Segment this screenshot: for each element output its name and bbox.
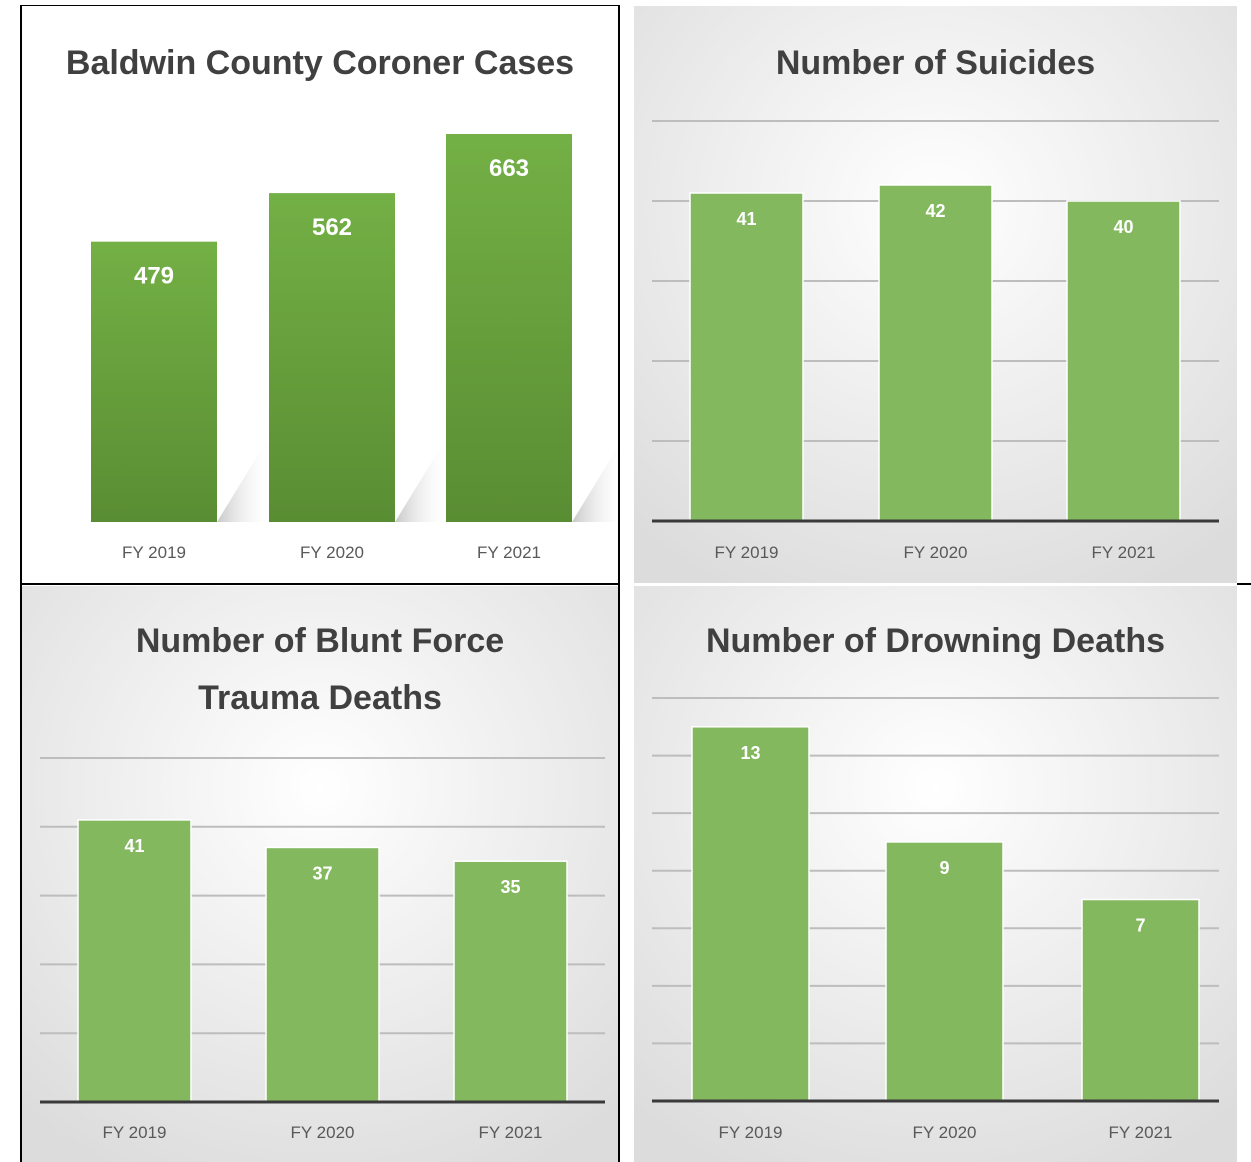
bar-fy-2019 [691, 726, 810, 1102]
bar-shadow [395, 432, 450, 522]
bar-fy-2019 [689, 192, 804, 522]
data-label-fy-2020: 9 [939, 858, 949, 878]
x-tick-label-fy-2021: FY 2021 [1092, 543, 1156, 562]
data-label-fy-2021: 663 [489, 155, 529, 182]
chart-title: Number of Blunt Force [136, 622, 504, 660]
chart-panel-suicides: Number of Suicides 41 FY 2019 42 FY 2020 40 FY… [634, 6, 1237, 583]
table-border-top [20, 5, 620, 6]
x-tick-label-fy-2020: FY 2020 [291, 1123, 355, 1142]
x-tick-label-fy-2021: FY 2021 [479, 1123, 543, 1142]
bar-fy-2019 [91, 241, 217, 522]
bar-shadow [217, 432, 272, 522]
bar-fy-2021 [1066, 200, 1181, 522]
x-tick-label-fy-2021: FY 2021 [1109, 1123, 1173, 1142]
bar-fy-2020 [265, 846, 380, 1103]
bar-shadow [572, 446, 618, 522]
bar-fy-2019 [77, 819, 192, 1103]
table-border-row-right [1237, 583, 1251, 585]
chart-suicides: Number of Suicides 41 FY 2019 42 FY 2020 40 FY… [634, 6, 1237, 583]
x-tick-label-fy-2019: FY 2019 [719, 1123, 783, 1142]
data-label-fy-2021: 35 [500, 877, 520, 897]
x-tick-label-fy-2019: FY 2019 [122, 543, 186, 562]
data-label-fy-2019: 479 [134, 263, 174, 290]
chart-panel-drowning: Number of Drowning Deaths 13 FY 2019 9 FY 20… [634, 586, 1237, 1162]
chart-blunt-force-trauma: Number of Blunt Force Trauma Deaths 41 FY 2… [22, 586, 618, 1162]
bar-fy-2021 [453, 860, 568, 1103]
bar-fy-2021 [1081, 898, 1200, 1102]
chart-title: Baldwin County Coroner Cases [66, 44, 574, 82]
chart-title: Number of Suicides [776, 44, 1095, 82]
x-tick-label-fy-2021: FY 2021 [477, 543, 541, 562]
data-label-fy-2019: 41 [124, 836, 144, 856]
chart-coroner-cases: Baldwin County Coroner Cases 479 FY 2019 56… [22, 6, 618, 583]
data-label-fy-2020: 42 [925, 201, 945, 221]
x-tick-label-fy-2019: FY 2019 [103, 1123, 167, 1142]
bar-fy-2020 [885, 841, 1004, 1102]
data-label-fy-2021: 40 [1113, 217, 1133, 237]
chart-title-line-2: Trauma Deaths [198, 679, 442, 717]
x-tick-label-fy-2020: FY 2020 [904, 543, 968, 562]
x-tick-label-fy-2020: FY 2020 [913, 1123, 977, 1142]
table-border-row-left [20, 583, 620, 585]
bar-fy-2020 [878, 184, 993, 522]
data-label-fy-2019: 13 [740, 743, 760, 763]
chart-panel-coroner-cases: Baldwin County Coroner Cases 479 FY 2019 56… [22, 6, 618, 583]
bar-fy-2020 [269, 193, 395, 522]
data-label-fy-2020: 37 [312, 863, 332, 883]
data-label-fy-2021: 7 [1135, 916, 1145, 936]
data-label-fy-2019: 41 [736, 209, 756, 229]
chart-title: Number of Drowning Deaths [706, 622, 1165, 660]
bar-fy-2021 [446, 134, 572, 522]
data-label-fy-2020: 562 [312, 214, 352, 241]
x-tick-label-fy-2020: FY 2020 [300, 543, 364, 562]
x-tick-label-fy-2019: FY 2019 [715, 543, 779, 562]
chart-panel-blunt-force-trauma: Number of Blunt Force Trauma Deaths 41 FY 2… [22, 586, 618, 1162]
chart-drowning: Number of Drowning Deaths 13 FY 2019 9 FY 20… [634, 586, 1237, 1162]
